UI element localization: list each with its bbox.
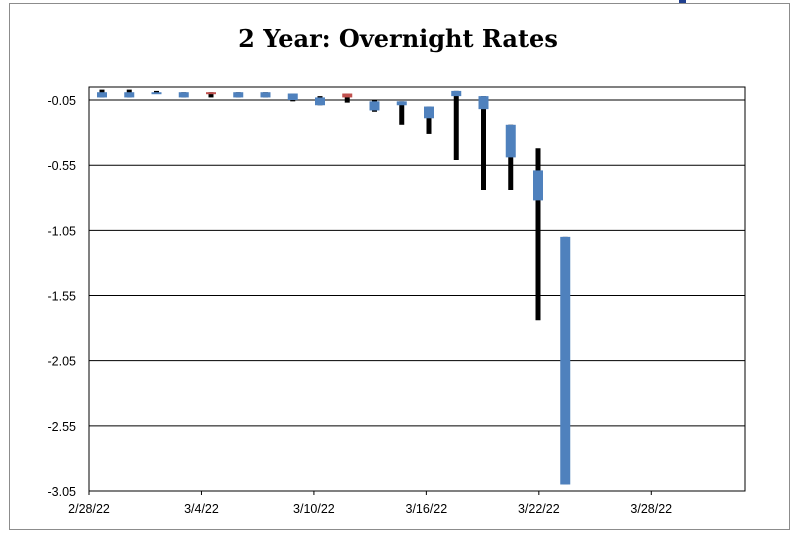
candle	[315, 96, 325, 106]
candle	[505, 124, 516, 190]
y-axis-ticks: -0.05 -0.55 -1.05 -1.55 -2.05 -2.55 -3.05	[48, 94, 77, 499]
candle-body	[124, 92, 135, 98]
candle-body	[233, 92, 244, 98]
candle	[151, 90, 162, 95]
candle-body	[396, 101, 407, 106]
candle	[206, 92, 216, 98]
y-tick-label: -0.05	[48, 94, 77, 108]
candles	[97, 89, 571, 485]
x-tick-label: 3/16/22	[406, 502, 448, 516]
y-tick-label: -2.55	[48, 420, 77, 434]
candle-body	[369, 101, 380, 111]
candle-body	[451, 90, 462, 97]
plot-area	[88, 86, 746, 492]
x-tick-label: 3/28/22	[630, 502, 672, 516]
candle-body	[97, 92, 107, 98]
x-tick-label: 3/4/22	[184, 502, 219, 516]
candle	[369, 100, 380, 112]
candle-body	[315, 97, 325, 106]
candle-body	[424, 106, 434, 119]
candle	[260, 92, 271, 98]
candle	[478, 96, 489, 190]
candle	[97, 89, 107, 98]
candle-body	[533, 170, 543, 201]
x-axis-ticks: 2/28/22 3/4/22 3/10/22 3/16/22 3/22/22 3/28/2…	[68, 491, 672, 516]
x-tick-label: 2/28/22	[68, 502, 110, 516]
candle	[560, 236, 571, 485]
candle-body	[151, 92, 162, 95]
gridlines	[89, 99, 745, 492]
y-tick-label: -3.05	[48, 485, 77, 499]
candle-body	[342, 93, 353, 98]
y-tick-label: -2.05	[48, 355, 77, 369]
candle	[287, 93, 298, 102]
candle	[124, 89, 135, 98]
candle-body	[505, 124, 516, 158]
corner-mark	[679, 0, 686, 3]
candle	[424, 106, 434, 134]
y-tick-label: -1.55	[48, 290, 77, 304]
x-tick-label: 3/10/22	[293, 502, 335, 516]
candle	[233, 92, 244, 98]
candle-body	[260, 92, 271, 98]
candle	[533, 148, 543, 321]
candle	[178, 92, 189, 98]
candle-body	[206, 92, 216, 95]
candle-body	[560, 236, 571, 485]
y-tick-label: -1.05	[48, 224, 77, 238]
candle	[451, 90, 462, 160]
y-tick-label: -0.55	[48, 159, 77, 173]
x-tick-label: 3/22/22	[518, 502, 560, 516]
chart-title: 2 Year: Overnight Rates	[238, 24, 558, 53]
candle-body	[178, 92, 189, 98]
candle-body	[478, 96, 489, 110]
candle	[342, 93, 353, 103]
candle-body	[287, 93, 298, 101]
candle	[396, 101, 407, 125]
